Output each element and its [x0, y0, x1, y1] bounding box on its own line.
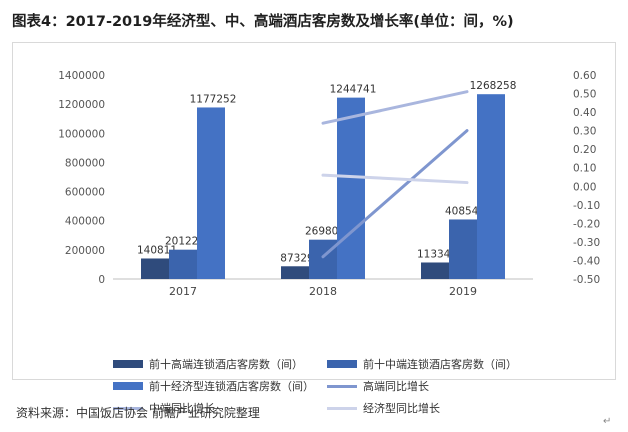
bar-data-label: 1177252 [190, 93, 237, 105]
y-left-tick-label: 200000 [65, 245, 105, 257]
bar [281, 266, 309, 279]
legend-item: 前十经济型连锁酒店客房数（间） [113, 378, 314, 394]
y-left-tick-label: 1400000 [58, 70, 105, 82]
chart-title: 图表4：2017-2019年经济型、中、高端酒店客房数及增长率(单位：间，%) [12, 14, 514, 30]
legend-item: 中端同比增长 [113, 400, 215, 416]
x-tick-label: 2017 [169, 285, 197, 298]
bar-data-label: 269805 [305, 226, 345, 238]
y-right-tick-label: -0.50 [573, 274, 600, 286]
x-tick-label: 2019 [449, 285, 477, 298]
y-right-tick-label: -0.10 [573, 200, 600, 212]
y-right-tick-label: 0.40 [573, 107, 596, 119]
y-left-tick-label: 1200000 [58, 99, 105, 111]
bar-data-label: 1268258 [470, 80, 517, 92]
bar-data-label: 1244741 [330, 84, 377, 96]
y-right-tick-label: 0.20 [573, 144, 596, 156]
legend-item: 前十中端连锁酒店客房数（间） [327, 356, 517, 372]
legend-label: 经济型同比增长 [363, 402, 440, 415]
y-right-tick-label: 0.10 [573, 163, 596, 175]
y-right-tick-label: 0.60 [573, 70, 596, 82]
bar [309, 239, 337, 279]
y-right-tick-label: -0.30 [573, 237, 600, 249]
chart-frame: 0 200000 400000 600000 800000 1000000 1200000 1… [12, 42, 616, 427]
bar-data-label: 408545 [445, 205, 485, 217]
legend-label: 前十中端连锁酒店客房数（间） [363, 358, 517, 371]
legend-swatch [113, 360, 143, 368]
series-line [321, 90, 469, 125]
legend-swatch [327, 384, 357, 388]
legend-label: 前十经济型连锁酒店客房数（间） [149, 380, 314, 393]
legend-swatch [113, 406, 143, 410]
y-right-tick-label: 0.00 [573, 181, 596, 193]
paragraph-mark: ↵ [603, 416, 612, 427]
legend-item: 前十高端连锁酒店客房数（间） [113, 356, 303, 372]
bar-data-label: 113346 [417, 248, 457, 260]
legend-label: 前十高端连锁酒店客房数（间） [149, 358, 303, 371]
bar [477, 94, 505, 279]
series-line [321, 129, 469, 259]
legend-label: 中端同比增长 [149, 402, 215, 415]
y-left-tick-label: 800000 [65, 157, 105, 169]
x-tick-label: 2018 [309, 285, 337, 298]
combo-chart: 0 200000 400000 600000 800000 1000000 1200000 1… [58, 70, 600, 298]
bar [169, 249, 197, 279]
legend-label: 高端同比增长 [363, 380, 429, 393]
y-right-tick-label: 0.30 [573, 126, 596, 138]
bar-data-label: 201222 [165, 236, 205, 248]
bar [197, 107, 225, 279]
y-right-tick-label: -0.40 [573, 255, 600, 267]
bar-data-label: 87329 [280, 252, 313, 264]
y-left-tick-label: 0 [98, 274, 105, 286]
legend-item: 经济型同比增长 [327, 400, 440, 416]
bar-data-label: 140811 [137, 244, 177, 256]
y-right-tick-label: 0.50 [573, 89, 596, 101]
legend-swatch [327, 360, 357, 368]
legend-swatch [113, 382, 143, 390]
legend-swatch [327, 406, 357, 410]
y-left-tick-label: 1000000 [58, 128, 105, 140]
y-left-tick-label: 600000 [65, 187, 105, 199]
legend-item: 高端同比增长 [327, 378, 429, 394]
y-right-tick-label: -0.20 [573, 218, 600, 230]
bar [337, 97, 365, 279]
bar [449, 219, 477, 279]
source-note: 资料来源：中国饭店协会 前瞻产业研究院整理 [16, 406, 260, 420]
y-left-tick-label: 400000 [65, 216, 105, 228]
bar [141, 258, 169, 279]
bar [421, 262, 449, 279]
series-line [321, 173, 469, 185]
